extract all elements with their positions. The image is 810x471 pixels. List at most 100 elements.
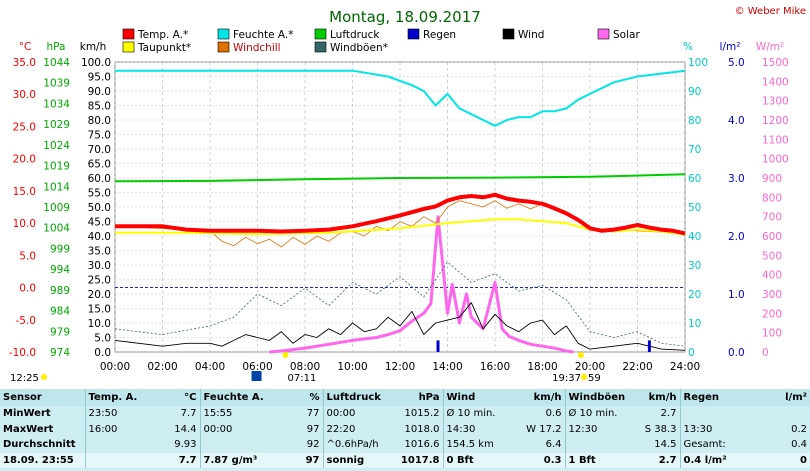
solar-tick-label: 200 <box>762 308 782 320</box>
stats-cell: 18.09. 23:55 <box>0 452 85 468</box>
stats-row: MaxWert 16:00 14.4 00:00 97 22:20 1018.0 14:30 W… <box>0 421 810 437</box>
wind-tick-label: 15.0 <box>88 304 111 316</box>
stats-cell: 16:00 <box>84 421 155 437</box>
wind-tick-label: 35.0 <box>88 246 111 258</box>
solar-tick-label: 1100 <box>762 134 789 146</box>
stats-cell: Ø 10 min. <box>564 406 625 422</box>
wind-tick-label: 95.0 <box>88 72 111 84</box>
stats-cell <box>679 406 748 422</box>
pressure-tick-label: 1024 <box>43 140 70 152</box>
legend-swatch <box>217 41 230 53</box>
temp-tick-label: 30.0 <box>13 89 36 101</box>
stats-cell <box>84 452 155 468</box>
x-tick-label: 18:00 <box>527 361 557 373</box>
legend-swatch <box>217 28 230 40</box>
temp-tick-label: 25.0 <box>13 121 36 133</box>
legend-swatch <box>122 41 135 53</box>
legend-swatch <box>122 28 135 40</box>
x-tick-label: 08:00 <box>290 361 320 373</box>
humidity-tick-label: 40 <box>688 231 701 243</box>
stats-cell: 7.7 <box>155 452 200 468</box>
stats-cell: Windböen <box>564 389 625 406</box>
solar-tick-label: 900 <box>762 173 782 185</box>
stats-row: 18.09. 23:55 7.7 7.87 g/m³ 97 sonnig 1017.8 0 … <box>0 452 810 468</box>
stats-cell: 12:30 <box>564 421 625 437</box>
temp-tick-label: 10.0 <box>13 218 36 230</box>
humidity-tick-label: 90 <box>688 86 701 98</box>
rain-bar <box>647 340 651 352</box>
humidity-tick-label: 50 <box>688 202 701 214</box>
sun-icon <box>580 374 587 380</box>
sun-minutes: 59 <box>588 373 601 384</box>
stats-cell: 23:50 <box>84 406 155 422</box>
stats-cell: 14.5 <box>654 439 677 451</box>
x-tick-label: 00:00 <box>100 361 130 373</box>
pressure-tick-label: 1009 <box>43 202 70 214</box>
temp-tick-label: -5.0 <box>16 315 37 327</box>
stats-cell: 13:30 <box>679 421 748 437</box>
wind-tick-label: 85.0 <box>88 101 111 113</box>
rain-tick-label: 3.0 <box>728 173 745 185</box>
pressure-tick-label: 1019 <box>43 161 70 173</box>
pressure-tick-label: 1039 <box>43 78 70 90</box>
axis-unit-label: l/m² <box>720 41 741 53</box>
stats-cell: 2.7 <box>625 452 680 468</box>
stats-cell: 7.87 g/m³ <box>199 452 268 468</box>
wind-tick-label: 45.0 <box>88 217 111 229</box>
solar-tick-label: 600 <box>762 231 782 243</box>
axis-unit-label: W/m² <box>756 41 784 53</box>
stats-cell: 92 <box>306 439 320 451</box>
rain-tick-label: 0.0 <box>728 347 745 359</box>
temp-tick-label: -10.0 <box>9 347 36 359</box>
stats-cell: 15:55 <box>199 406 268 422</box>
legend-label: Regen <box>423 29 456 41</box>
wind-tick-label: 20.0 <box>88 289 111 301</box>
series-line-temp-a <box>115 192 686 236</box>
pressure-tick-label: 1014 <box>43 181 70 193</box>
stats-cell: 0.4 l/m² <box>679 452 748 468</box>
temp-tick-label: 15.0 <box>13 186 36 198</box>
x-tick-label: 12:00 <box>385 361 415 373</box>
wind-tick-label: 60.0 <box>88 173 111 185</box>
legend-label: Feuchte A.* <box>233 29 294 41</box>
stats-cell: 1016.6 <box>404 439 440 451</box>
solar-tick-label: 700 <box>762 212 782 224</box>
chart-credit: © Weber Mike <box>735 6 806 17</box>
legend-label: Luftdruck <box>330 29 380 41</box>
stats-cell: MinWert <box>3 408 51 420</box>
stats-cell: 0.3 <box>503 452 565 468</box>
series-line-windchill <box>114 200 686 248</box>
stats-cell: W 17.2 <box>526 423 562 435</box>
legend-swatch <box>502 28 515 40</box>
legend-label: Wind <box>518 29 544 41</box>
solar-tick-label: 400 <box>762 270 782 282</box>
x-tick-label: 04:00 <box>195 361 225 373</box>
stats-cell: Gesamt: <box>679 437 748 453</box>
pressure-tick-label: 999 <box>50 243 70 255</box>
legend-label: Taupunkt* <box>137 42 191 54</box>
stats-cell: MaxWert <box>3 423 54 435</box>
legend-label: Solar <box>613 29 640 41</box>
pressure-tick-label: 979 <box>50 326 70 338</box>
daylight-sun-icon <box>41 374 47 380</box>
stats-cell: ^0.6hPa/h <box>322 437 383 453</box>
x-tick-label: 14:00 <box>432 361 462 373</box>
wind-tick-label: 90.0 <box>88 86 111 98</box>
stats-cell: km/h <box>625 389 680 406</box>
stats-cell: 97 <box>306 423 320 435</box>
solar-tick-label: 500 <box>762 250 782 262</box>
wind-tick-label: 5.0 <box>94 333 111 345</box>
stats-header-row: Sensor Temp. A. °C Feuchte A.% Luftdruck hPa W… <box>0 389 810 406</box>
stats-cell: Wind <box>442 389 503 406</box>
sunset-marker <box>577 352 584 358</box>
pressure-tick-label: 994 <box>50 264 70 276</box>
daylight-duration: 12:25 <box>10 373 39 384</box>
stats-cell: 1018.0 <box>404 423 440 435</box>
stats-cell: 7.7 <box>180 408 197 420</box>
stats-cell: hPa <box>383 389 443 406</box>
axis-unit-label: % <box>683 41 693 53</box>
x-tick-label: 24:00 <box>670 361 700 373</box>
wind-tick-label: 80.0 <box>88 115 111 127</box>
stats-cell: 0 Bft <box>442 452 503 468</box>
wind-tick-label: 40.0 <box>88 231 111 243</box>
